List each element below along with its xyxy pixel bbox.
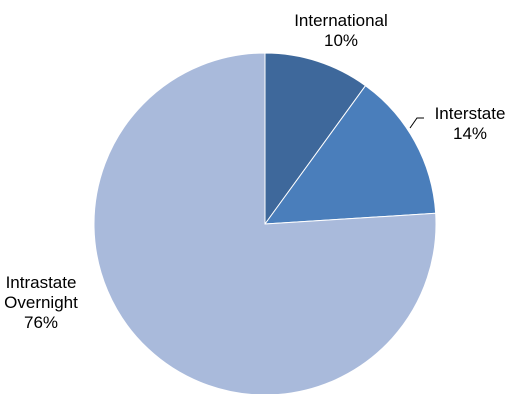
slice-label-interstate: Interstate 14% <box>435 104 506 143</box>
slice-label-intrastate-overnight: Intrastate Overnight 76% <box>4 273 78 332</box>
leader-line-interstate <box>409 117 424 129</box>
pie-slice-interstate <box>263 84 437 225</box>
slice-label-international: International 10% <box>294 11 388 50</box>
pie-slices <box>93 52 437 394</box>
slice-labels: International 10% Interstate 14% Intrastate O… <box>4 11 505 332</box>
leader-lines <box>409 117 424 129</box>
pie-slice-intrastate-overnight <box>93 52 437 394</box>
pie-slice-international <box>264 52 367 226</box>
